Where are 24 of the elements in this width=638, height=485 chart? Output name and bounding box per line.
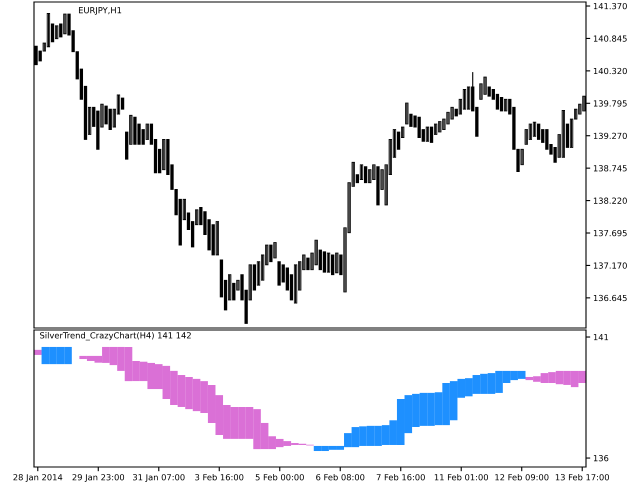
y-tick-label: 140.320 [594,68,627,74]
y-tick-label: 139.795 [594,100,627,107]
x-tick-label: 6 Feb 08:00 [316,474,364,480]
x-tick-label: 28 Jan 2014 [13,474,62,482]
y-tick-label: 141 [594,334,608,340]
y-tick-label: 136 [594,455,608,462]
y-tick-label: 139.270 [594,132,627,140]
y-tick-label: 138.220 [594,198,627,204]
x-tick-label: 13 Feb 17:00 [556,474,609,480]
x-tick-label: 31 Jan 07:00 [133,474,185,482]
x-tick-label: 3 Feb 16:00 [195,474,244,480]
x-tick-label: 5 Feb 00:00 [256,474,304,480]
y-tick-label: 136.645 [594,294,627,302]
x-tick-label: 12 Feb 09:00 [495,474,549,480]
y-tick-label: 140.845 [594,35,627,42]
y-tick-label: 137.695 [594,230,627,236]
x-tick-label: 29 Jan 23:00 [72,474,124,482]
chart-title: SilverTrend_CrazyChart(H4) 141 142 [40,332,191,340]
x-tick-label: 11 Feb 01:00 [434,474,488,480]
y-tick-label: 137.170 [594,262,627,269]
text: EURJPY,H1 [78,7,122,15]
y-tick-label: 138.745 [594,165,627,172]
x-tick-label: 7 Feb 16:00 [376,474,425,480]
y-tick-label: 141.370 [594,2,627,10]
